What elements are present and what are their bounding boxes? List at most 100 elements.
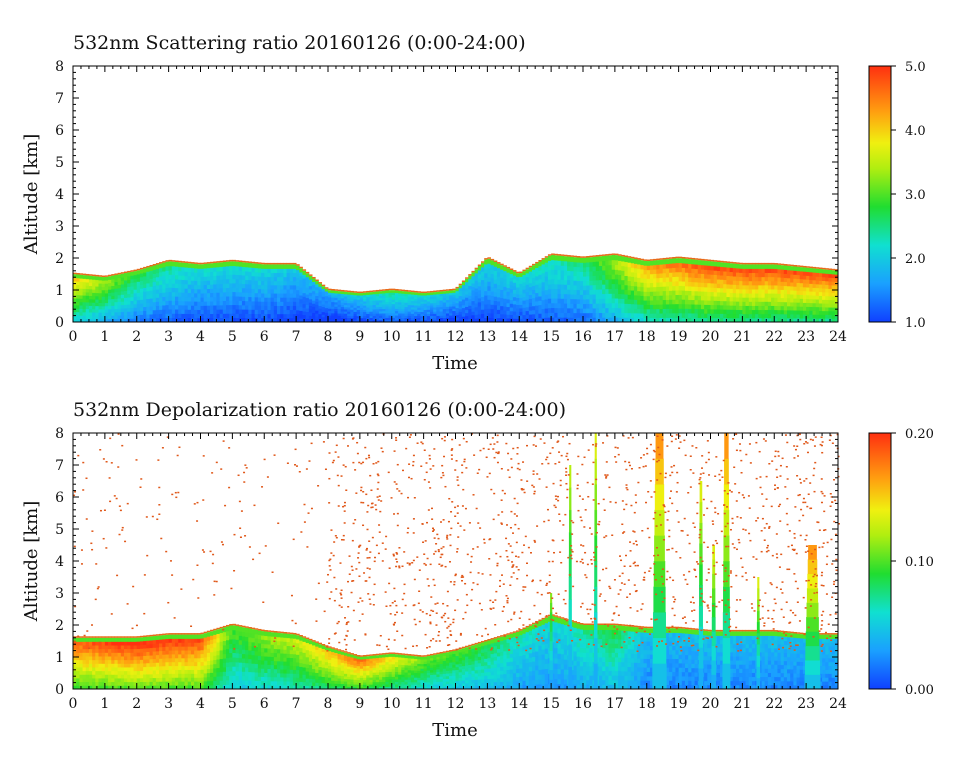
heatmap-cell	[742, 305, 746, 311]
heatmap-cell	[165, 278, 170, 284]
heatmap-cell	[277, 272, 281, 278]
heatmap-cell	[286, 633, 291, 639]
heatmap-cell	[802, 294, 807, 300]
heatmap-cell	[493, 309, 498, 314]
heatmap-cell	[82, 315, 87, 320]
heatmap-cell	[825, 307, 829, 312]
heatmap-cell	[672, 258, 676, 264]
heatmap-cell	[203, 292, 208, 298]
heatmap-cell	[229, 283, 233, 288]
heatmap-cell	[560, 312, 565, 318]
heatmap-cell	[76, 318, 80, 323]
heatmap-cell	[806, 306, 810, 311]
heatmap-cell	[235, 261, 240, 267]
heatmap-cell	[283, 665, 287, 670]
heatmap-cell	[426, 309, 431, 312]
heatmap-cell	[165, 283, 170, 288]
heatmap-cell	[554, 255, 558, 261]
heatmap-cell	[143, 302, 147, 308]
heatmap-cell	[226, 644, 230, 650]
heatmap-cell	[308, 289, 313, 293]
heatmap-cell	[124, 641, 128, 646]
heatmap-cell	[452, 296, 456, 300]
heatmap-cell	[130, 304, 134, 309]
heatmap-cell	[579, 308, 584, 314]
heatmap-cell	[822, 291, 826, 297]
heatmap-cell	[557, 284, 562, 290]
heatmap-cell	[732, 301, 737, 306]
heatmap-cell	[98, 305, 103, 310]
heatmap-cell	[528, 290, 533, 296]
heatmap-cell	[165, 317, 170, 323]
heatmap-cell	[267, 284, 272, 290]
heatmap-cell	[286, 284, 291, 290]
heatmap-cell	[200, 634, 205, 639]
heatmap-cell	[589, 308, 593, 314]
layer-top-contour	[630, 256, 635, 259]
heatmap-cell	[312, 312, 316, 317]
layer-top-contour	[745, 262, 750, 265]
heatmap-cell	[420, 309, 425, 313]
heatmap-cell	[222, 309, 227, 314]
heatmap-cell	[442, 315, 447, 318]
heatmap-cell	[567, 312, 571, 318]
heatmap-cell	[270, 305, 275, 311]
layer-top-contour	[567, 255, 571, 257]
heatmap-cell	[544, 289, 549, 295]
heatmap-cell	[598, 298, 603, 304]
heatmap-cell	[576, 262, 581, 268]
heatmap-cell	[713, 287, 718, 293]
layer-top-contour	[146, 265, 150, 268]
heatmap-cell	[162, 654, 166, 659]
heatmap-cell	[375, 308, 380, 312]
heatmap-cell	[812, 299, 817, 304]
heatmap-cell	[347, 307, 351, 310]
heatmap-cell	[101, 296, 106, 300]
heatmap-cell	[286, 301, 291, 306]
heatmap-cell	[149, 318, 154, 323]
y-tick-label: 3	[55, 219, 64, 235]
heatmap-cell	[152, 269, 157, 274]
layer-top-contour	[111, 636, 115, 638]
heatmap-cell	[203, 677, 208, 682]
heatmap-cell	[168, 665, 173, 670]
heatmap-cell	[241, 649, 246, 655]
heatmap-cell	[669, 303, 673, 309]
heatmap-cell	[184, 646, 189, 651]
heatmap-cell	[296, 642, 300, 648]
heatmap-cell	[318, 313, 323, 317]
heatmap-cell	[439, 300, 444, 303]
heatmap-cell	[226, 671, 230, 676]
heatmap-cell	[289, 297, 294, 302]
heatmap-cell	[143, 648, 147, 653]
heatmap-cell	[490, 313, 495, 318]
heatmap-cell	[238, 626, 243, 632]
heatmap-cell	[394, 312, 399, 316]
heatmap-cell	[289, 653, 294, 659]
heatmap-cell	[108, 305, 112, 310]
heatmap-cell	[238, 296, 243, 301]
heatmap-cell	[490, 291, 495, 296]
layer-top-contour	[267, 630, 272, 632]
heatmap-cell	[669, 263, 673, 269]
heatmap-cell	[324, 295, 329, 299]
heatmap-cell	[149, 643, 154, 649]
layer-top-contour	[203, 631, 208, 634]
heatmap-cell	[583, 285, 587, 291]
heatmap-cell	[136, 674, 141, 679]
heatmap-cell	[350, 315, 354, 319]
heatmap-cell	[92, 276, 96, 280]
heatmap-cell	[331, 294, 335, 298]
heatmap-cell	[101, 641, 106, 646]
heatmap-cell	[595, 298, 600, 304]
heatmap-cell	[133, 318, 138, 323]
heatmap-cell	[187, 292, 192, 298]
heatmap-cell	[85, 292, 90, 296]
heatmap-cell	[640, 308, 644, 314]
heatmap-cell	[729, 284, 734, 289]
heatmap-cell	[544, 276, 549, 282]
heatmap-cell	[611, 274, 616, 280]
heatmap-cell	[308, 295, 313, 300]
heatmap-cell	[73, 645, 77, 650]
heatmap-cell	[127, 645, 131, 650]
